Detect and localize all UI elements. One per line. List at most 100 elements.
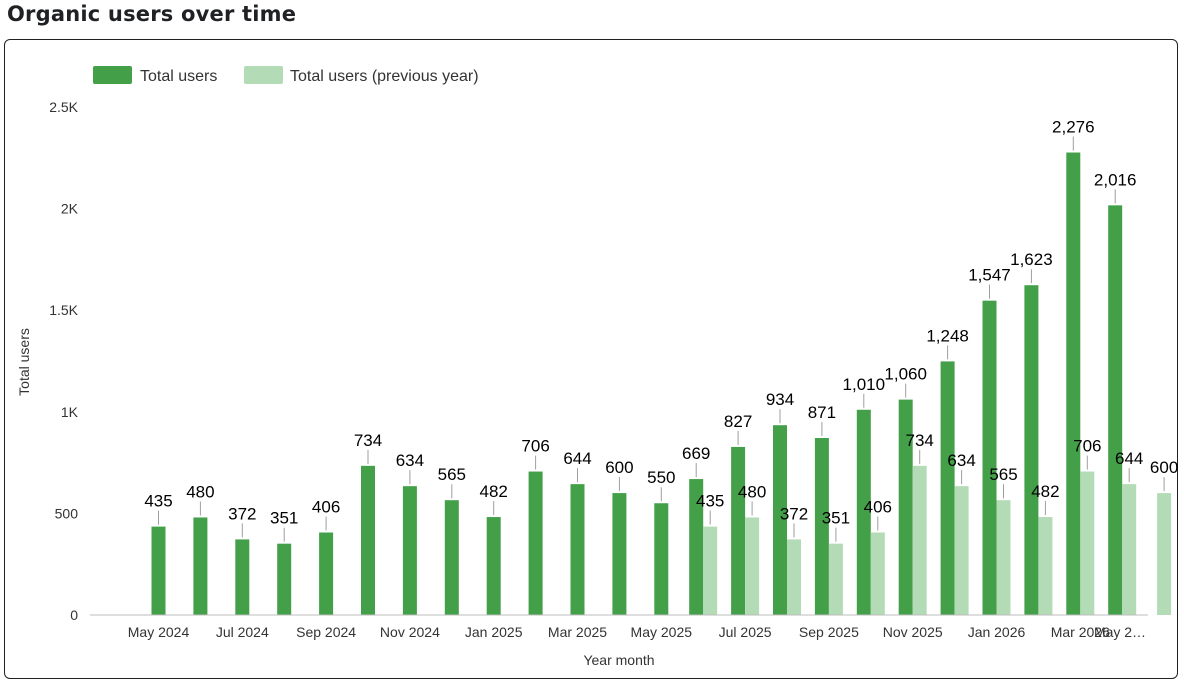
data-label-total-users: 706	[521, 437, 549, 456]
bars	[151, 152, 1172, 616]
bar-total-users[interactable]	[898, 399, 913, 615]
legend-label-previous-year: Total users (previous year)	[290, 68, 479, 85]
bar-total-users[interactable]	[856, 409, 871, 615]
bar-total-users[interactable]	[1066, 152, 1081, 616]
data-label-total-users: 1,060	[884, 365, 927, 384]
data-label-total-users: 2,016	[1094, 170, 1137, 189]
bar-total-users[interactable]	[277, 543, 292, 615]
bar-previous-year[interactable]	[996, 500, 1011, 615]
bar-total-users[interactable]	[731, 446, 746, 615]
x-tick-label: Mar 2025	[548, 624, 607, 640]
data-label-total-users: 351	[270, 509, 298, 528]
bar-total-users[interactable]	[361, 465, 375, 615]
data-label-total-users: 1,547	[968, 266, 1011, 285]
bar-previous-year[interactable]	[912, 465, 927, 615]
data-label-total-users: 480	[186, 482, 214, 501]
bar-total-users[interactable]	[444, 500, 459, 615]
data-label-previous-year: 435	[696, 492, 724, 511]
data-label-total-users: 827	[724, 412, 752, 431]
bar-previous-year[interactable]	[870, 532, 885, 615]
data-label-total-users: 734	[354, 431, 382, 450]
data-label-total-users: 634	[396, 451, 424, 470]
bar-total-users[interactable]	[940, 361, 955, 615]
x-axis: May 2024 Jul 2024 Sep 2024 Nov 2024 Jan 2025…	[128, 624, 1146, 640]
x-tick-label: May 2025	[631, 624, 693, 640]
bar-total-users[interactable]	[528, 471, 543, 615]
data-label-total-users: 871	[808, 403, 836, 422]
bar-total-users[interactable]	[402, 486, 417, 615]
data-label-total-users: 600	[605, 458, 633, 477]
bar-previous-year[interactable]	[1080, 471, 1095, 615]
bar-total-users[interactable]	[1024, 285, 1039, 615]
data-label-previous-year: 706	[1073, 437, 1101, 456]
data-labels: 435 480 372 351 406 734 634 565 482 706 644 600 550 6…	[144, 118, 1178, 542]
data-label-total-users: 406	[312, 498, 340, 517]
bar-total-users[interactable]	[570, 484, 585, 615]
data-label-previous-year: 406	[864, 498, 892, 517]
x-tick-label: Jul 2025	[719, 624, 772, 640]
data-label-total-users: 2,276	[1052, 118, 1095, 137]
data-label-total-users: 669	[682, 444, 710, 463]
y-tick-label: 1K	[61, 404, 79, 420]
bar-total-users[interactable]	[151, 526, 166, 615]
bar-previous-year[interactable]	[1122, 484, 1137, 615]
y-tick-label: 1.5K	[49, 302, 78, 318]
bar-total-users[interactable]	[773, 425, 787, 615]
bar-previous-year[interactable]	[787, 539, 801, 615]
data-label-total-users: 1,248	[926, 326, 969, 345]
x-tick-label: Mar 2026	[1051, 624, 1110, 640]
y-tick-label: 500	[55, 505, 79, 521]
bar-previous-year[interactable]	[1038, 517, 1053, 615]
data-label-previous-year: 734	[906, 431, 934, 450]
data-label-total-users: 1,010	[843, 375, 886, 394]
y-tick-label: 2K	[61, 201, 79, 217]
bar-total-users[interactable]	[689, 479, 704, 615]
bar-total-users[interactable]	[235, 539, 250, 615]
bar-previous-year[interactable]	[703, 526, 718, 615]
data-label-previous-year: 482	[1031, 482, 1059, 501]
page-title: Organic users over time	[7, 2, 297, 26]
data-label-total-users: 644	[563, 449, 591, 468]
legend-label-total-users: Total users	[140, 68, 217, 85]
bar-total-users[interactable]	[1108, 205, 1123, 615]
x-axis-title: Year month	[583, 652, 654, 668]
data-label-total-users: 372	[228, 504, 256, 523]
bar-total-users[interactable]	[814, 438, 829, 615]
x-tick-label: Jan 2025	[465, 624, 523, 640]
bar-total-users[interactable]	[654, 503, 669, 615]
x-tick-label: Nov 2024	[380, 624, 440, 640]
data-label-previous-year: 644	[1115, 449, 1143, 468]
data-label-previous-year: 480	[738, 482, 766, 501]
x-tick-label: Sep 2024	[296, 624, 356, 640]
data-label-total-users: 565	[438, 465, 466, 484]
bar-total-users[interactable]	[319, 532, 334, 615]
bar-total-users[interactable]	[193, 517, 208, 615]
data-label-previous-year: 372	[780, 504, 808, 523]
legend-swatch-previous-year	[244, 66, 283, 84]
y-axis: 0 500 1K 1.5K 2K 2.5K	[49, 99, 78, 623]
data-label-total-users: 1,623	[1010, 250, 1053, 269]
bar-previous-year[interactable]	[745, 517, 760, 615]
x-tick-label: May 2024	[128, 624, 190, 640]
data-label-total-users: 550	[647, 468, 675, 487]
data-label-previous-year: 600	[1150, 458, 1178, 477]
bar-previous-year[interactable]	[828, 543, 843, 615]
data-label-total-users: 482	[480, 482, 508, 501]
x-tick-label: Jul 2024	[216, 624, 269, 640]
y-tick-label: 0	[70, 607, 78, 623]
x-tick-label: Sep 2025	[799, 624, 859, 640]
bar-previous-year[interactable]	[1157, 493, 1172, 615]
bar-previous-year[interactable]	[954, 486, 969, 615]
data-label-previous-year: 634	[947, 451, 975, 470]
data-label-previous-year: 565	[989, 465, 1017, 484]
legend: Total users Total users (previous year)	[93, 66, 479, 85]
data-label-total-users: 435	[144, 492, 172, 511]
y-tick-label: 2.5K	[49, 99, 78, 115]
x-tick-label: Nov 2025	[883, 624, 943, 640]
bar-total-users[interactable]	[612, 493, 627, 615]
bar-total-users[interactable]	[982, 300, 997, 615]
legend-swatch-total-users	[93, 66, 132, 84]
y-axis-title: Total users	[16, 328, 32, 396]
bar-total-users[interactable]	[486, 517, 501, 615]
